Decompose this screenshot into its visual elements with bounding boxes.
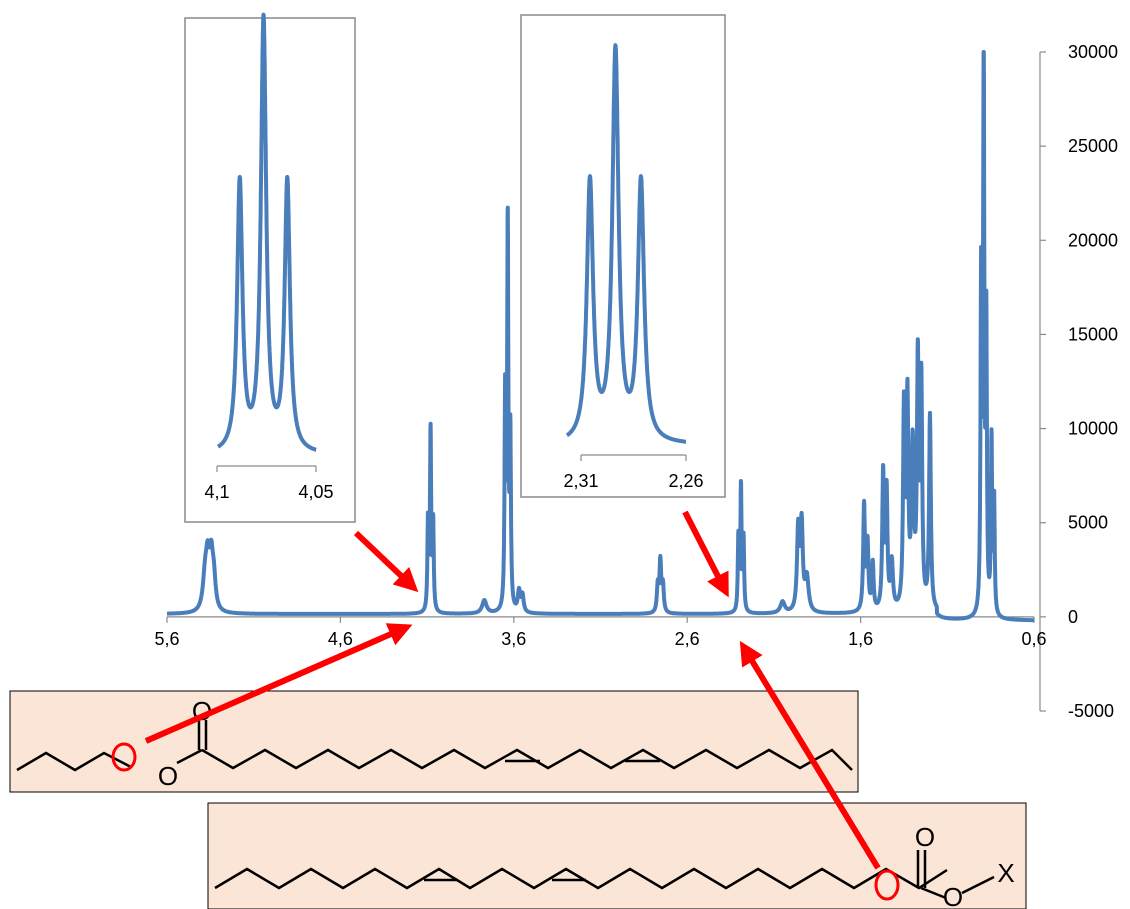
structure-1-acyl-chain [201, 748, 853, 771]
x-tick-label: 1,6 [848, 629, 873, 649]
inset-alpha-ch2-zoom: 2,31 2,26 [520, 14, 726, 498]
structure-2-linoleyl-ester: O O X [207, 802, 1027, 909]
arrow-structure-1-to-peak [144, 623, 413, 744]
highlight-circle-alpha-ch2 [874, 869, 900, 901]
structure-2-bond-o-x [961, 875, 995, 895]
inset-2-series [565, 43, 688, 444]
annotations [111, 510, 900, 901]
structure-2-bond-c-o [920, 886, 947, 900]
structure-1-atom-o-ester: O [158, 761, 178, 791]
inset-1-series [216, 12, 318, 452]
inset-x-tick-label: 4,1 [204, 482, 229, 502]
x-tick-label: 2,6 [675, 629, 700, 649]
structure-2-atom-o-ester: O [943, 882, 963, 909]
main-spectrum-series [165, 50, 1036, 623]
x-tick-label: 4,6 [328, 629, 353, 649]
highlight-circle-butyl-ch2 [111, 742, 137, 772]
y-tick-label: -5000 [1068, 701, 1114, 721]
inset-ester-ch2-zoom: 4,1 4,05 [184, 12, 356, 523]
y-tick-label: 0 [1068, 607, 1078, 627]
structure-1-butyl-linoleate: O O [9, 690, 859, 793]
inset-x-tick-label: 2,31 [563, 471, 598, 491]
x-tick-label: 0,6 [1021, 629, 1046, 649]
inset-2-frame [520, 14, 726, 498]
structure-2-frame [207, 802, 1027, 909]
main-spectrum-chart: -5000 0 5000 10000 15000 20000 25000 30000 5,6 4… [154, 42, 1118, 721]
y-tick-label: 5000 [1068, 513, 1108, 533]
x-tick-label: 3,6 [501, 629, 526, 649]
structure-1-frame [9, 690, 859, 793]
inset-x-tick-label: 2,26 [668, 471, 703, 491]
y-tick-label: 25000 [1068, 136, 1118, 156]
inset-1-frame [184, 17, 356, 523]
structure-2-chain [214, 867, 948, 890]
y-tick-label: 30000 [1068, 42, 1118, 62]
structure-1-bond-o-c [176, 748, 203, 765]
arrow-inset-2-to-peak [682, 510, 729, 598]
y-tick-label: 20000 [1068, 230, 1118, 250]
structure-2-atom-x: X [997, 858, 1014, 888]
inset-1-x-axis: 4,1 4,05 [204, 465, 334, 502]
y-tick-label: 10000 [1068, 419, 1118, 439]
structure-2-atom-o-carbonyl: O [915, 822, 935, 852]
x-tick-label: 5,6 [154, 629, 179, 649]
arrow-structure-2-to-peak [739, 640, 881, 870]
x-axis: 5,6 4,6 3,6 2,6 1,6 0,6 [154, 616, 1047, 649]
arrow-inset-1-to-peak [353, 530, 419, 593]
inset-x-tick-label: 4,05 [298, 482, 333, 502]
y-tick-label: 15000 [1068, 324, 1118, 344]
inset-2-x-axis: 2,31 2,26 [563, 454, 704, 491]
y-axis: -5000 0 5000 10000 15000 20000 25000 30000 [1039, 42, 1118, 721]
